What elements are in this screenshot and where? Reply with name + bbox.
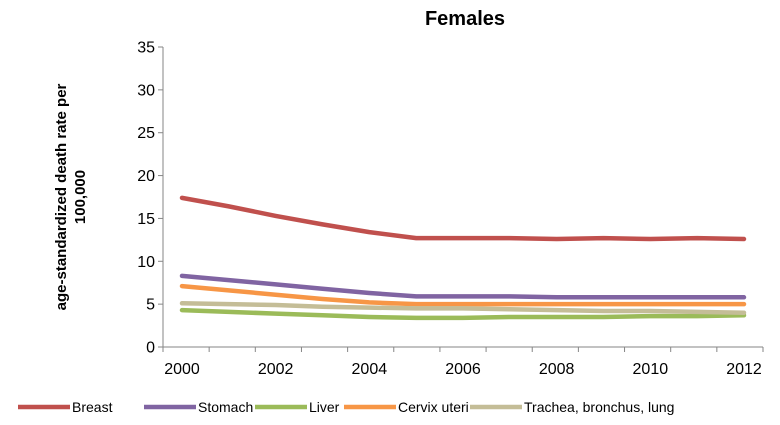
legend-label-trachea-bronchus-lung: Trachea, bronchus, lung: [524, 399, 674, 415]
x-axis-ticks: 2000 2002 2004 2006 2008 2010 2012: [162, 347, 764, 378]
legend-label-stomach: Stomach: [198, 399, 253, 415]
series-line-cervix-uteri: [179, 283, 747, 307]
x-tick-label: 2008: [539, 361, 575, 378]
x-tick-label: 2002: [258, 361, 294, 378]
x-tick-label: 2012: [726, 361, 762, 378]
legend-label-breast: Breast: [72, 399, 113, 415]
x-tick-label: 2010: [633, 361, 669, 378]
x-tick-label: 2004: [352, 361, 388, 378]
y-tick-label: 25: [137, 125, 155, 142]
y-tick-label: 20: [137, 168, 155, 185]
legend-label-cervix-uteri: Cervix uteri: [398, 399, 469, 415]
y-axis-label-line-2: 100,000: [72, 170, 89, 224]
x-tick-label: 2006: [445, 361, 481, 378]
y-tick-label: 15: [137, 211, 155, 228]
y-axis-label: age-standardized death rate per 100,000: [53, 83, 89, 310]
y-tick-label: 0: [146, 340, 155, 357]
y-axis-ticks: 0 5 10 15 20 25 30 35: [137, 40, 163, 357]
x-tick-label: 2000: [164, 361, 200, 378]
axes: [162, 47, 763, 348]
series-lines: [179, 195, 747, 321]
series-line-breast: [179, 195, 747, 242]
series-line-trachea-bronchus-lung: [179, 301, 747, 315]
y-axis-label-line-1: age-standardized death rate per: [53, 83, 70, 310]
y-tick-label: 30: [137, 82, 155, 99]
series-line-liver: [179, 307, 747, 321]
legend: Breast Stomach Liver Cervix uteri Trachea, b…: [18, 399, 674, 415]
y-tick-label: 10: [137, 254, 155, 271]
legend-label-liver: Liver: [309, 399, 340, 415]
chart-title: Females: [425, 8, 505, 30]
y-tick-label: 5: [146, 297, 155, 314]
series-line-stomach: [179, 273, 747, 300]
y-tick-label: 35: [137, 40, 155, 57]
